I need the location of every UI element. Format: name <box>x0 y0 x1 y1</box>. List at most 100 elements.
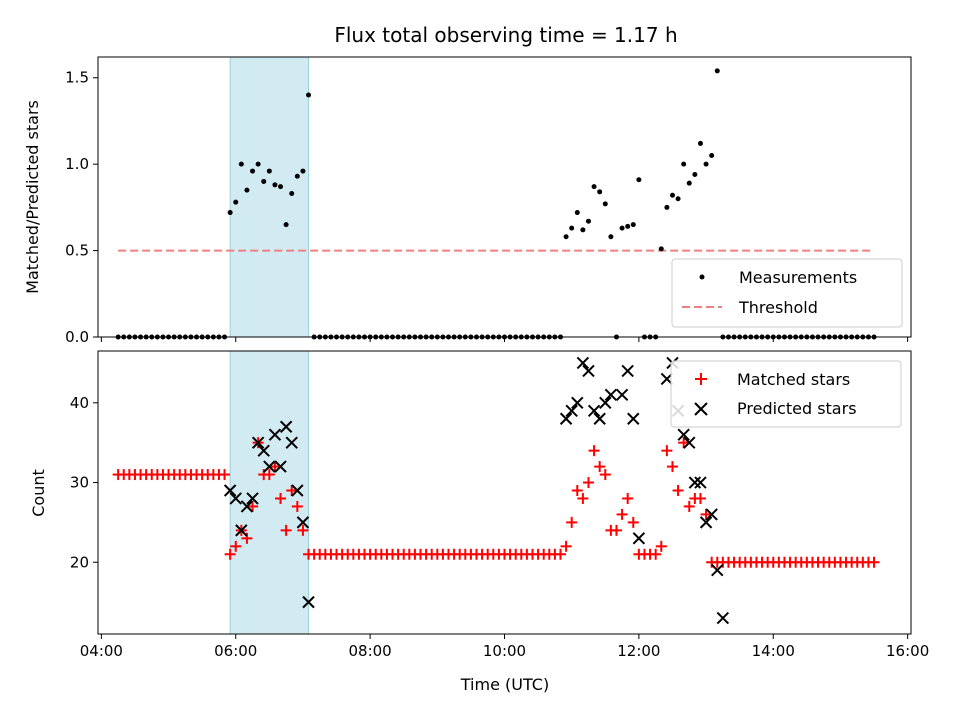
legend-label-predicted: Predicted stars <box>737 399 857 418</box>
predicted-star-point <box>279 420 293 433</box>
matched-star-point <box>650 548 662 560</box>
measurement-point <box>283 222 289 228</box>
measurement-point <box>272 182 278 188</box>
predicted-star-point <box>699 516 713 529</box>
predicted-stars-points <box>223 356 730 625</box>
matched-star-point <box>263 469 275 481</box>
predicted-star-point <box>571 396 584 410</box>
predicted-star-point <box>716 611 730 625</box>
matched-star-point <box>577 492 589 504</box>
measurement-point <box>602 201 608 207</box>
y-tick-label: 30 <box>70 474 89 492</box>
predicted-star-point <box>599 396 612 410</box>
matched-star-point <box>571 485 583 497</box>
x-axis-ticks: 04:00 06:00 08:00 10:00 12:00 14:00 16:00 <box>80 634 929 660</box>
measurement-point <box>636 177 642 183</box>
matched-star-point <box>666 461 678 473</box>
predicted-star-point <box>240 500 254 513</box>
legend-marker-matched <box>695 373 707 385</box>
y-tick-label: 1.5 <box>65 69 89 87</box>
measurement-point <box>244 187 250 193</box>
matched-star-point <box>683 500 695 512</box>
measurement-point <box>709 153 715 159</box>
y-tick-label: 40 <box>70 394 89 412</box>
predicted-star-point <box>711 564 724 577</box>
legend-box <box>670 360 902 428</box>
predicted-star-point <box>604 388 618 402</box>
matched-star-point <box>627 516 639 528</box>
matched-star-point <box>275 492 287 504</box>
measurement-point <box>289 191 295 197</box>
x-tick-label: 16:00 <box>886 642 929 660</box>
shaded-interval <box>229 350 310 635</box>
legend-label-measurements: Measurements <box>739 268 857 287</box>
legend-label-matched: Matched stars <box>737 370 850 389</box>
measurement-point <box>574 210 580 216</box>
matched-star-point <box>661 445 673 457</box>
predicted-star-point <box>694 476 707 489</box>
chart-title: Flux total observing time = 1.17 h <box>334 23 677 47</box>
predicted-star-point <box>615 388 629 402</box>
matched-star-point <box>247 500 259 512</box>
matched-star-point <box>560 540 572 552</box>
predicted-star-point <box>274 460 287 473</box>
shaded-interval-band <box>229 350 310 635</box>
matched-star-point <box>566 516 578 528</box>
measurement-point <box>238 161 244 167</box>
matched-star-point <box>219 469 231 481</box>
measurement-point <box>294 173 300 179</box>
predicted-star-point <box>268 428 282 441</box>
predicted-star-point <box>285 436 298 449</box>
measurement-point <box>714 68 720 74</box>
x-tick-label: 06:00 <box>214 642 257 660</box>
matched-star-point <box>269 461 281 473</box>
predicted-star-point <box>296 516 310 529</box>
measurement-point <box>608 234 614 240</box>
matched-star-point <box>678 437 690 449</box>
matched-star-point <box>588 445 600 457</box>
matched-star-point <box>280 524 292 536</box>
x-tick-label: 10:00 <box>483 642 526 660</box>
matched-stars-points <box>112 437 880 568</box>
legend-label-threshold: Threshold <box>738 298 818 317</box>
measurement-point <box>630 222 636 228</box>
measurement-point <box>569 225 575 231</box>
measurement-point <box>591 184 597 190</box>
measurement-point <box>625 223 631 229</box>
measurement-point <box>597 189 603 195</box>
measurement-point <box>266 168 272 174</box>
measurement-point <box>255 161 261 167</box>
predicted-star-point <box>229 492 242 505</box>
matched-star-point <box>291 500 303 512</box>
matched-star-point <box>224 548 236 560</box>
predicted-star-point <box>257 444 270 457</box>
predicted-star-point <box>627 412 640 425</box>
predicted-star-point <box>677 428 690 441</box>
y-tick-label: 1.0 <box>65 155 89 173</box>
matched-star-point <box>599 469 611 481</box>
matched-star-point <box>672 485 684 497</box>
matched-star-point <box>700 508 712 520</box>
predicted-star-point <box>559 412 573 425</box>
x-tick-label: 14:00 <box>752 642 795 660</box>
matched-star-point <box>616 508 628 520</box>
y-axis-label: Count <box>29 469 48 517</box>
top-chart: Flux total observing time = 1.17 h 0.00.… <box>23 23 912 346</box>
matched-star-point <box>655 540 667 552</box>
measurement-point <box>619 225 625 231</box>
y-axis-ticks: 0.0 0.5 1.0 1.5 <box>65 69 98 346</box>
legend-marker-predicted <box>694 402 708 416</box>
measurement-point <box>658 246 664 252</box>
measurement-point <box>233 199 239 205</box>
legend: Matched stars Predicted stars <box>670 360 902 428</box>
measurement-point <box>697 140 703 146</box>
shaded-interval-band <box>229 56 310 338</box>
x-axis-ticks <box>100 337 909 342</box>
measurement-point <box>669 192 675 198</box>
measurement-point <box>686 180 692 186</box>
measurement-point <box>692 172 698 178</box>
predicted-star-point <box>565 404 578 417</box>
matched-star-point <box>622 492 634 504</box>
measurement-point <box>675 196 681 202</box>
